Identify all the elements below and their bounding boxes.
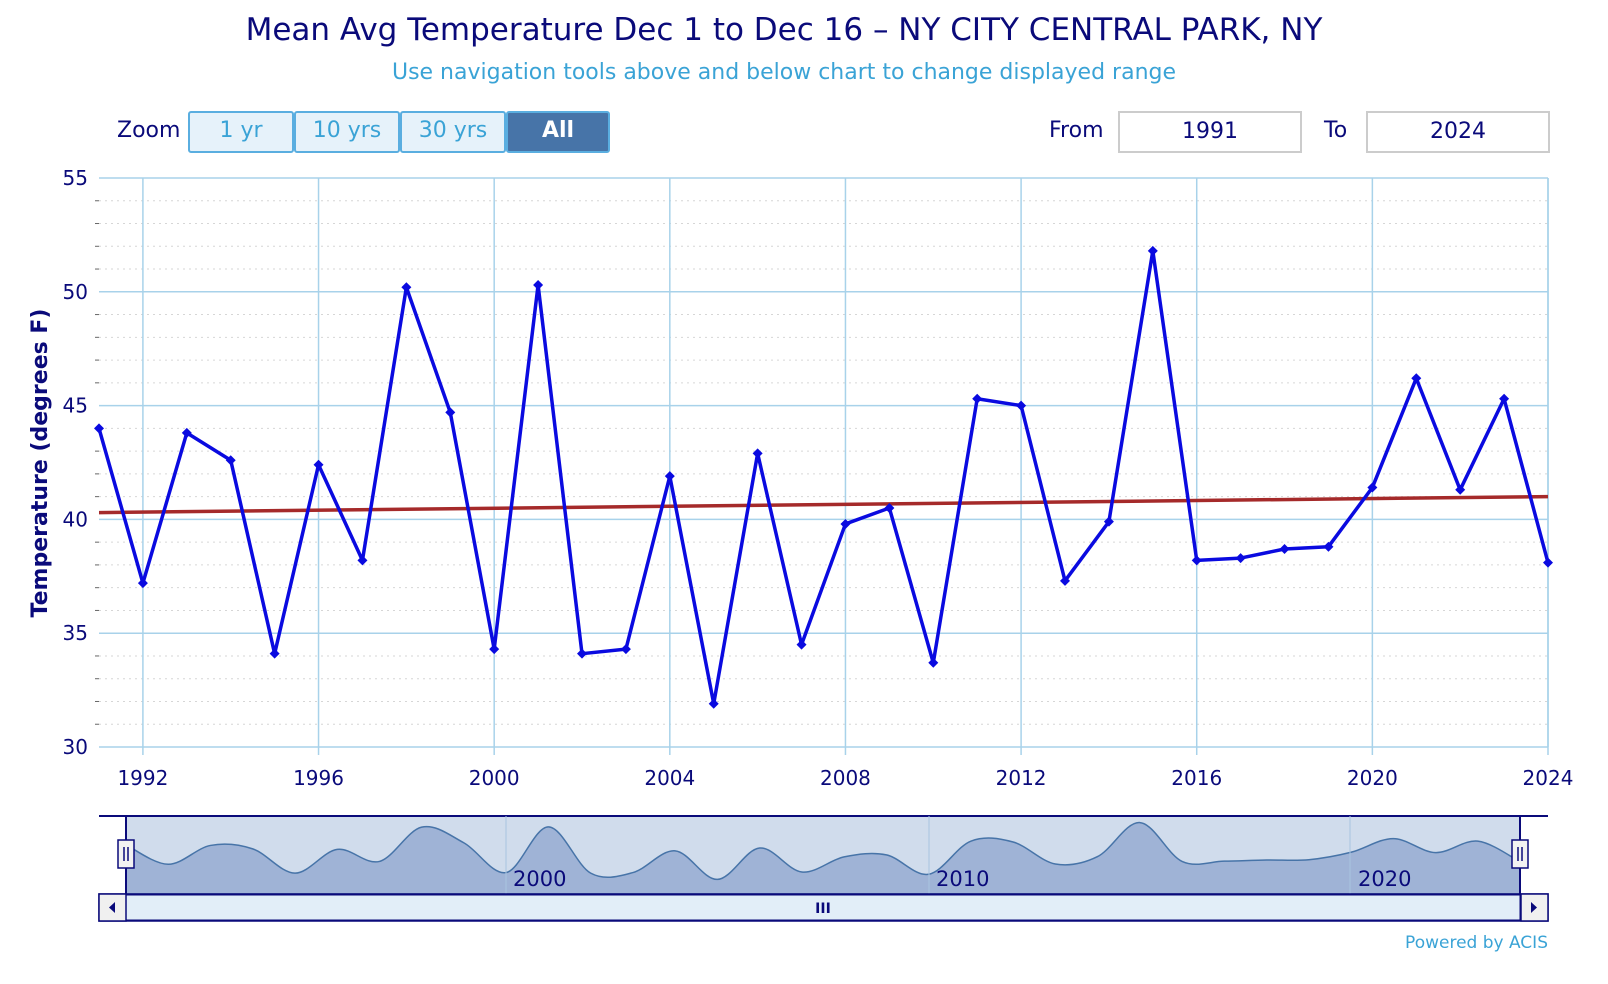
zoom-30yrs-button[interactable]: 30 yrs: [400, 111, 506, 153]
data-point[interactable]: [401, 282, 412, 293]
data-point[interactable]: [1147, 245, 1158, 256]
zoom-all-button[interactable]: All: [506, 111, 610, 153]
data-point[interactable]: [225, 455, 236, 466]
data-point[interactable]: [928, 657, 939, 668]
data-point[interactable]: [1060, 575, 1070, 586]
scroll-left-arrow[interactable]: [98, 893, 127, 922]
y-tick-label: 35: [63, 621, 88, 645]
x-tick-label: 2024: [1523, 766, 1574, 790]
x-tick-label: 2004: [644, 766, 695, 790]
powered-by-credit[interactable]: Powered by ACIS: [1405, 933, 1548, 953]
to-label: To: [1324, 118, 1348, 143]
x-tick-label: 1992: [117, 766, 168, 790]
scroll-right-arrow[interactable]: [1520, 893, 1549, 922]
data-point[interactable]: [1235, 553, 1246, 564]
y-tick-label: 55: [63, 166, 88, 190]
data-point[interactable]: [1191, 555, 1202, 566]
navigator-area: [125, 821, 1521, 895]
y-tick-label: 50: [63, 280, 88, 304]
navigator-selection[interactable]: [126, 816, 1520, 894]
x-tick-label: 2020: [1347, 766, 1398, 790]
data-point[interactable]: [1103, 516, 1114, 527]
navigator-label-2010: 2010: [936, 867, 989, 891]
chart-subtitle: Use navigation tools above and below cha…: [391, 60, 1177, 85]
data-point[interactable]: [796, 639, 807, 650]
data-point[interactable]: [533, 279, 544, 290]
data-point[interactable]: [884, 503, 895, 514]
data-point[interactable]: [1543, 557, 1553, 568]
data-point[interactable]: [972, 393, 983, 404]
to-input[interactable]: 2024: [1366, 111, 1550, 153]
navigator-label-2020: 2020: [1358, 867, 1411, 891]
data-point[interactable]: [1279, 543, 1290, 554]
x-tick-label: 2000: [469, 766, 520, 790]
data-point[interactable]: [1016, 400, 1027, 411]
data-point[interactable]: [94, 423, 104, 434]
data-point[interactable]: [1411, 373, 1422, 384]
x-tick-label: 2012: [996, 766, 1047, 790]
data-point[interactable]: [269, 648, 280, 659]
scrollbar-thumb[interactable]: [125, 894, 1521, 921]
data-point[interactable]: [1367, 482, 1378, 493]
data-point[interactable]: [357, 555, 368, 566]
navigator-label-2000: 2000: [513, 867, 566, 891]
data-point[interactable]: [313, 459, 324, 470]
data-point[interactable]: [840, 518, 851, 529]
navigator-right-handle[interactable]: [1511, 839, 1529, 869]
x-tick-label: 2016: [1171, 766, 1222, 790]
scrollbar[interactable]: III: [98, 893, 1549, 922]
x-tick-label: 2008: [820, 766, 871, 790]
data-point[interactable]: [708, 698, 719, 709]
x-tick-label: 1996: [293, 766, 344, 790]
zoom-10yrs-button[interactable]: 10 yrs: [294, 111, 400, 153]
data-point[interactable]: [1323, 541, 1334, 552]
data-point[interactable]: [1499, 393, 1510, 404]
data-point[interactable]: [137, 578, 148, 589]
data-point[interactable]: [752, 448, 763, 459]
data-point[interactable]: [445, 407, 456, 418]
data-point[interactable]: [1455, 484, 1466, 495]
y-tick-label: 30: [63, 735, 88, 759]
navigator-left-handle[interactable]: [117, 839, 135, 869]
data-point[interactable]: [577, 648, 587, 659]
data-point[interactable]: [181, 427, 192, 438]
from-input[interactable]: 1991: [1118, 111, 1302, 153]
data-point[interactable]: [664, 471, 675, 482]
trend-line: [98, 494, 1549, 515]
from-label: From: [1049, 118, 1104, 143]
y-tick-label: 45: [63, 394, 88, 418]
chart-title: Mean Avg Temperature Dec 1 to Dec 16 – N…: [245, 12, 1323, 48]
scrollbar-grip: III: [815, 901, 831, 917]
zoom-label: Zoom: [117, 118, 181, 143]
navigator[interactable]: 2000 2010 2020: [99, 815, 1548, 895]
zoom-1yr-button[interactable]: 1 yr: [188, 111, 294, 153]
series-line: [97, 249, 1550, 706]
data-point[interactable]: [489, 644, 500, 655]
y-tick-label: 40: [63, 507, 88, 531]
y-axis-label: Temperature (degrees F): [28, 309, 53, 618]
data-point[interactable]: [620, 644, 631, 655]
